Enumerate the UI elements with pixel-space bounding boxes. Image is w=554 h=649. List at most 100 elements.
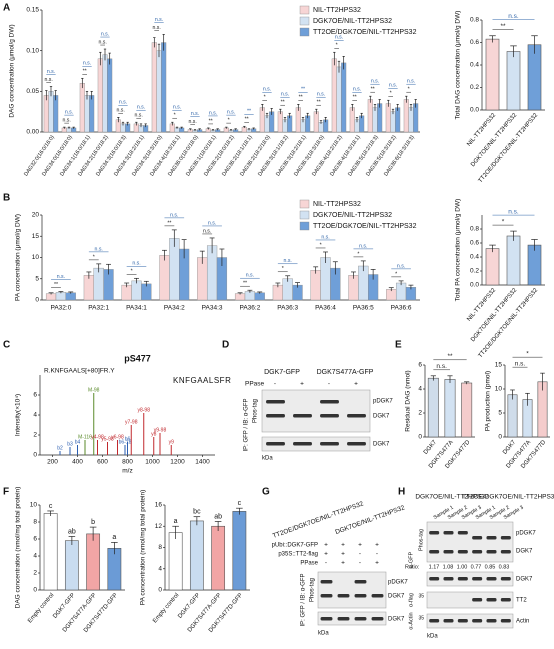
blot: [317, 571, 387, 609]
band: [500, 619, 511, 623]
significance-label: *: [395, 271, 397, 277]
bar: [277, 111, 283, 133]
bar: [444, 379, 456, 438]
unit-label: kDa: [318, 631, 329, 637]
band: [443, 619, 454, 623]
bar: [206, 245, 218, 301]
y-tick-label: 0: [158, 587, 162, 594]
significance-label: *: [357, 251, 359, 257]
y-tick-label: 10: [30, 502, 38, 509]
significance-label: **: [317, 100, 321, 106]
band-label: pDGK7: [516, 531, 536, 537]
bar: [331, 58, 337, 133]
sequence: KNFGAALSFR: [173, 376, 231, 385]
y-tick-label: 0.6: [470, 39, 479, 46]
x-tick-label: 400: [72, 459, 83, 466]
significance-label: n.s.: [321, 234, 329, 240]
panel-label: G: [262, 487, 270, 498]
row-label: p35S::TT2-flag: [278, 552, 318, 558]
band-label: pDGK7: [388, 580, 408, 586]
significance-label: n.s.: [227, 109, 235, 115]
band: [443, 550, 454, 554]
y-tick-label: 20: [32, 212, 40, 219]
band: [293, 442, 312, 446]
group-label: DGK7OE/NIL-TT2HPS32: [415, 494, 489, 501]
bar: [156, 50, 162, 133]
peak-label: M-98: [88, 387, 100, 393]
legend-swatch: [299, 5, 310, 15]
blot: [261, 389, 371, 433]
peak-label: y4-98: [91, 434, 104, 440]
band: [457, 619, 468, 623]
band: [266, 414, 285, 418]
significance-label: n.s.: [95, 246, 103, 252]
y-tick-label: 0.4: [470, 254, 479, 261]
bar: [259, 107, 265, 133]
significance-label: **: [353, 95, 357, 101]
y-axis-label: PA concentration (nmol/mg total protein): [140, 490, 147, 606]
x-tick-label: PA34:3: [202, 305, 223, 312]
y-tick-label: 0.05: [26, 88, 39, 95]
x-tick-label: PA34:2: [164, 305, 185, 312]
band: [320, 580, 333, 584]
legend-swatch: [299, 16, 310, 26]
significance-label: *: [526, 350, 529, 357]
band: [429, 577, 440, 581]
y-axis-label: DAG concentration (μmol/g DW): [9, 24, 16, 117]
band: [443, 531, 454, 535]
y-tick-label: 0.8: [470, 17, 479, 24]
band: [472, 619, 483, 623]
unit-label: kDa: [427, 634, 438, 640]
y-tick-label: 2: [418, 410, 422, 417]
band: [266, 442, 285, 446]
group-letter: ab: [68, 528, 76, 535]
y-tick-label: 15: [32, 233, 40, 240]
bar: [159, 255, 170, 301]
significance-label: **: [83, 69, 87, 75]
bar: [65, 292, 76, 301]
y-tick-label: 6: [33, 392, 37, 399]
significance-label: n.s.: [134, 113, 142, 119]
bar: [189, 520, 204, 591]
bar: [151, 42, 157, 133]
band-label: Actin: [516, 619, 529, 625]
group-label: TT2OE/DGK7OE/NIL-TT2HPS32: [462, 494, 554, 501]
y-axis-label: PA concentration (μmol/g DW): [15, 214, 22, 301]
bar: [377, 103, 383, 133]
ratio: 1.00: [457, 564, 468, 570]
band: [500, 598, 511, 602]
legend-swatch: [299, 221, 310, 231]
legend-label: NIL-TT2HPS32: [313, 201, 361, 208]
significance-label: n.s.: [119, 100, 127, 106]
bar: [485, 248, 500, 286]
lane-label: DGK7-GFP: [264, 369, 300, 376]
bar: [295, 107, 301, 133]
significance-label: **: [299, 95, 303, 101]
x-tick-label: PA32:0: [50, 305, 71, 312]
y-tick-label: 5: [35, 275, 39, 282]
marker-label: 35: [418, 615, 424, 621]
bar: [43, 95, 49, 133]
significance-label: n.s.: [317, 92, 325, 98]
panel-label: C: [3, 340, 10, 351]
peak-label: y6-98: [111, 434, 124, 440]
significance-label: *: [408, 87, 410, 93]
significance-label: **: [371, 87, 375, 93]
significance-label: **: [281, 100, 285, 106]
bar: [83, 275, 94, 301]
band: [293, 414, 312, 418]
sign: -: [328, 381, 330, 388]
band-label: DGK7: [373, 442, 390, 448]
y-tick-label: 0.0: [470, 282, 479, 289]
significance-label: n.s.: [209, 110, 217, 116]
significance-label: n.s.: [389, 83, 397, 89]
bar: [211, 525, 226, 591]
bar: [349, 107, 355, 133]
significance-label: n.s.: [116, 108, 124, 114]
band: [486, 598, 497, 602]
bar: [254, 292, 265, 301]
significance-label: n.s.: [246, 273, 254, 279]
sign: +: [375, 560, 379, 567]
band: [500, 550, 511, 554]
y-tick-label: 0.2: [470, 84, 479, 91]
